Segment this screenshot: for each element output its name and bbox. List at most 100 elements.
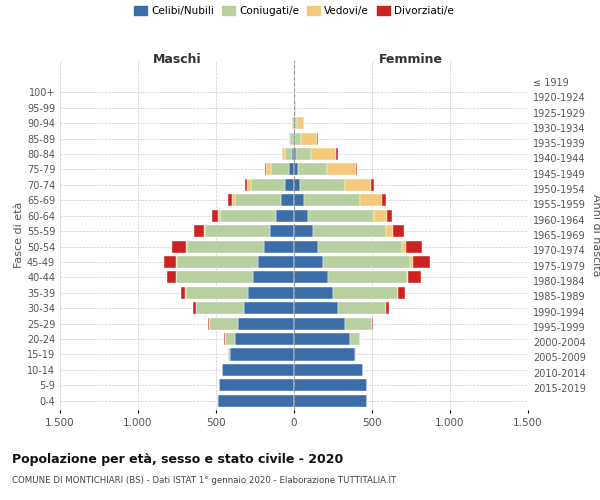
Bar [398, 287, 406, 299]
Bar [266, 164, 271, 175]
Bar [393, 225, 404, 237]
Bar [282, 148, 285, 160]
Bar [194, 225, 203, 237]
Bar [164, 256, 176, 268]
Y-axis label: Fasce di età: Fasce di età [14, 202, 24, 268]
Bar [294, 117, 295, 129]
Bar [298, 164, 327, 175]
Bar [301, 132, 317, 144]
Bar [285, 148, 292, 160]
Bar [371, 179, 374, 191]
Bar [337, 148, 338, 160]
Bar [317, 132, 318, 144]
Bar [294, 132, 295, 144]
Bar [386, 225, 393, 237]
Bar [265, 164, 266, 175]
Legend: Celibi/Nubili, Coniugati/e, Vedovi/e, Divorziati/e: Celibi/Nubili, Coniugati/e, Vedovi/e, Di… [130, 2, 458, 21]
Bar [382, 194, 386, 206]
Bar [271, 164, 289, 175]
Bar [203, 225, 205, 237]
Bar [218, 210, 220, 222]
Text: COMUNE DI MONTICHIARI (BS) - Dati ISTAT 1° gennaio 2020 - Elaborazione TUTTITALI: COMUNE DI MONTICHIARI (BS) - Dati ISTAT … [12, 476, 396, 485]
Bar [172, 240, 186, 252]
Bar [344, 318, 372, 330]
Bar [220, 210, 276, 222]
Bar [244, 302, 294, 314]
Text: Popolazione per età, sesso e stato civile - 2020: Popolazione per età, sesso e stato civil… [12, 452, 343, 466]
Bar [308, 210, 374, 222]
Bar [181, 287, 185, 299]
Bar [360, 194, 382, 206]
Bar [407, 272, 409, 283]
Bar [229, 348, 230, 360]
Bar [247, 179, 251, 191]
Bar [323, 256, 410, 268]
Bar [245, 179, 247, 191]
Bar [248, 287, 294, 299]
Bar [296, 148, 311, 160]
Bar [355, 348, 356, 360]
Bar [253, 272, 294, 283]
Text: Femmine: Femmine [379, 53, 443, 66]
Bar [208, 318, 209, 330]
Bar [292, 148, 294, 160]
Bar [290, 132, 293, 144]
Y-axis label: Anni di nascita: Anni di nascita [591, 194, 600, 276]
Bar [338, 302, 386, 314]
Bar [196, 302, 244, 314]
Bar [293, 117, 294, 129]
Bar [281, 194, 294, 206]
Bar [409, 272, 421, 283]
Bar [177, 256, 258, 268]
Bar [294, 179, 300, 191]
Bar [304, 194, 360, 206]
Bar [218, 394, 294, 407]
Bar [293, 132, 294, 144]
Bar [193, 302, 196, 314]
Bar [294, 272, 328, 283]
Bar [406, 240, 422, 252]
Bar [294, 364, 362, 376]
Bar [333, 287, 398, 299]
Bar [294, 164, 298, 175]
Bar [296, 117, 304, 129]
Bar [311, 148, 337, 160]
Bar [374, 210, 387, 222]
Bar [313, 225, 386, 237]
Bar [327, 164, 356, 175]
Bar [185, 287, 248, 299]
Bar [209, 318, 238, 330]
Bar [251, 179, 286, 191]
Bar [258, 256, 294, 268]
Bar [294, 240, 318, 252]
Bar [328, 272, 407, 283]
Bar [294, 318, 344, 330]
Bar [230, 348, 294, 360]
Bar [270, 225, 294, 237]
Bar [276, 210, 294, 222]
Bar [294, 333, 350, 345]
Bar [294, 194, 304, 206]
Bar [289, 164, 294, 175]
Bar [187, 240, 263, 252]
Bar [294, 287, 333, 299]
Text: Maschi: Maschi [152, 53, 202, 66]
Bar [212, 210, 218, 222]
Bar [224, 333, 235, 345]
Bar [372, 318, 373, 330]
Bar [295, 132, 301, 144]
Bar [235, 333, 294, 345]
Bar [294, 148, 296, 160]
Bar [356, 164, 358, 175]
Bar [222, 364, 294, 376]
Bar [263, 240, 294, 252]
Bar [294, 225, 313, 237]
Bar [186, 240, 187, 252]
Bar [286, 179, 294, 191]
Bar [238, 318, 294, 330]
Bar [344, 179, 371, 191]
Bar [219, 380, 294, 392]
Bar [386, 302, 389, 314]
Bar [294, 380, 367, 392]
Bar [318, 240, 403, 252]
